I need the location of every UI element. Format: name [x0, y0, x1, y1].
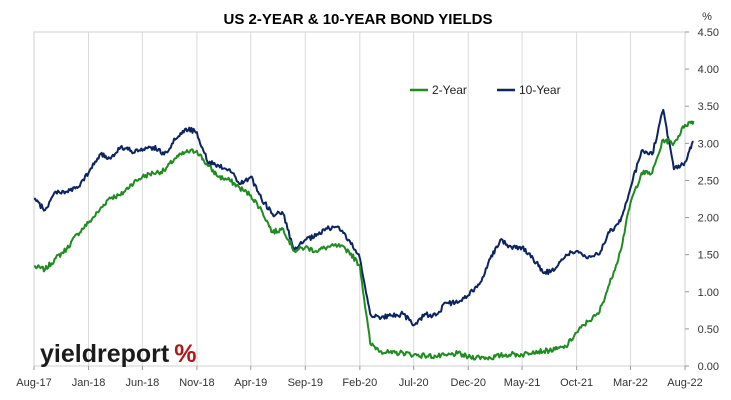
series-line-2-year: [33, 120, 695, 361]
x-tick-label: May-21: [504, 377, 541, 389]
y-tick-label: 2.50: [698, 175, 719, 187]
y-tick-label: 3.00: [698, 138, 719, 150]
x-axis: Aug-17 Jan-18 Jun-18 Nov-18 Apr-19 Sep-19 Feb-…: [16, 366, 703, 389]
vertical-gridlines: [88, 32, 631, 366]
x-tick-label: Dec-20: [451, 377, 486, 389]
x-tick-label: Aug-22: [667, 377, 702, 389]
x-tick-label: Mar-22: [613, 377, 648, 389]
y-axis: 0.00 0.50 1.00 1.50 2.00 2.50 3.00 3.50 4.00 4.50: [685, 27, 719, 373]
y-tick-label: 1.00: [698, 287, 719, 299]
y-tick-label: 3.50: [698, 101, 719, 113]
x-tick-label: Feb-20: [342, 377, 377, 389]
logo-word: yieldreport: [40, 340, 170, 368]
chart-title: US 2-YEAR & 10-YEAR BOND YIELDS: [224, 11, 493, 28]
legend-label: 10-Year: [519, 83, 561, 97]
x-tick-label: Jun-18: [126, 377, 160, 389]
yieldreport-logo: yieldreport%: [40, 340, 196, 368]
logo-percent-symbol: %: [174, 340, 196, 368]
series-lines: [33, 108, 695, 361]
y-tick-label: 0.50: [698, 324, 719, 336]
x-tick-label: Nov-18: [179, 377, 214, 389]
x-tick-label: Sep-19: [288, 377, 323, 389]
y-tick-label: 0.00: [698, 361, 719, 373]
y-tick-label: 4.50: [698, 27, 719, 39]
x-tick-label: Oct-21: [560, 377, 593, 389]
x-tick-label: Jul-20: [399, 377, 429, 389]
y-axis-unit: %: [702, 11, 712, 23]
legend-label: 2-Year: [432, 83, 467, 97]
y-tick-label: 4.00: [698, 64, 719, 76]
x-tick-label: Aug-17: [16, 377, 51, 389]
chart-legend: 2-Year 10-Year: [410, 83, 561, 97]
series-line-10-year: [33, 108, 694, 327]
y-tick-label: 1.50: [698, 250, 719, 262]
logo-wordmark: yieldreport%: [40, 340, 196, 368]
y-tick-label: 2.00: [698, 213, 719, 225]
x-tick-label: Apr-19: [234, 377, 267, 389]
x-tick-label: Jan-18: [72, 377, 106, 389]
